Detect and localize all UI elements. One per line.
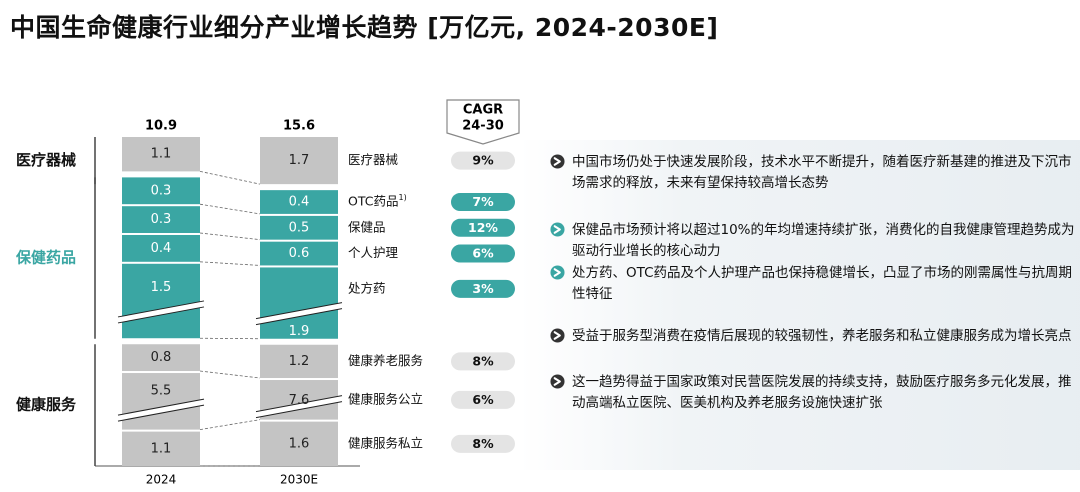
cagr-value: 12% <box>468 220 498 235</box>
bullet-text: 受益于服务型消费在疫情后展现的较强韧性，养老服务和私立健康服务成为增长亮点 <box>572 328 1072 344</box>
cagr-pill <box>451 151 515 170</box>
bar-segment <box>260 421 338 466</box>
series-label: 健康服务公立 <box>348 391 423 406</box>
cagr-pill <box>451 279 515 298</box>
bar-segment <box>122 263 200 339</box>
data-label: 0.8 <box>151 350 172 365</box>
group-label: 保健药品 <box>15 249 76 267</box>
arrow-circle-icon <box>550 328 565 343</box>
break-line <box>117 300 205 318</box>
cagr-pill <box>451 218 515 237</box>
data-label: 1.1 <box>151 441 172 456</box>
bar-segment <box>122 234 200 262</box>
group-label: 医疗器械 <box>16 151 76 169</box>
connector-line <box>199 261 261 266</box>
cagr-pill <box>451 390 515 409</box>
bar-segment <box>260 137 338 185</box>
bar-segment <box>122 373 200 430</box>
cagr-pill <box>451 193 515 212</box>
group-label: 健康服务 <box>16 396 77 414</box>
break-line <box>255 401 343 419</box>
series-label: 保健品 <box>348 219 386 234</box>
cagr-value: 3% <box>472 281 494 296</box>
bullet-text: 这一趋势得益于国家政策对民营医院发展的持续支持，鼓励医疗服务多元化发展，推动高端… <box>572 374 1072 411</box>
cagr-value: 6% <box>472 246 494 261</box>
data-label: 5.5 <box>151 384 172 399</box>
break-line <box>255 395 343 413</box>
data-label: 0.3 <box>151 183 172 198</box>
bar-segment <box>122 137 200 172</box>
connector-line <box>199 232 261 241</box>
data-label: 0.4 <box>151 241 172 256</box>
cagr-value: 8% <box>472 353 494 368</box>
data-label: 7.6 <box>289 393 310 408</box>
break-line <box>117 404 205 422</box>
arrow-circle-icon <box>550 222 565 237</box>
bar-segment <box>260 190 338 214</box>
series-label: 处方药 <box>348 280 386 295</box>
connector-line <box>199 419 261 431</box>
cagr-header-line2: 24-30 <box>462 119 504 134</box>
series-label: 健康养老服务 <box>348 353 423 368</box>
arrow-circle-icon <box>550 374 565 389</box>
data-label: 0.6 <box>289 246 310 261</box>
connector-line <box>199 370 261 379</box>
connector-line <box>199 203 261 215</box>
connector-line <box>199 337 261 340</box>
data-label: 1.9 <box>289 324 310 339</box>
data-label: 1.7 <box>289 153 310 168</box>
cagr-pill <box>451 352 515 371</box>
break-mark <box>256 302 342 325</box>
series-label: 医疗器械 <box>348 152 399 167</box>
data-label: 1.6 <box>289 436 310 451</box>
background-fade <box>520 140 1080 470</box>
cagr-header-shape <box>446 99 520 145</box>
bar-segment <box>260 344 338 379</box>
bar-segment <box>260 215 338 240</box>
cagr-pill <box>451 434 515 453</box>
break-mark <box>118 399 204 422</box>
bar-segment <box>122 177 200 205</box>
total-label: 10.9 <box>145 119 177 134</box>
connector-line <box>199 171 261 185</box>
data-label: 0.4 <box>289 195 310 210</box>
cagr-value: 8% <box>472 436 494 451</box>
data-label: 1.1 <box>151 147 172 162</box>
arrow-circle-icon <box>550 154 565 169</box>
break-line <box>255 302 343 320</box>
break-line <box>255 308 343 326</box>
break-line <box>117 306 205 324</box>
bar-segment <box>122 206 200 233</box>
data-label: 0.5 <box>289 220 310 235</box>
category-label: 2024 <box>146 473 177 487</box>
arrow-circle-icon <box>550 265 565 280</box>
bullet-text: 处方药、OTC药品及个人护理产品也保持稳健增长，凸显了市场的刚需属性与抗周期性特… <box>572 265 1073 302</box>
total-label: 15.6 <box>283 119 315 134</box>
break-mark <box>118 300 204 323</box>
bullet-text: 中国市场仍处于快速发展阶段，技术水平不断提升，随着医疗新基建的推进及下沉市场需求… <box>572 154 1072 191</box>
cagr-value: 9% <box>472 153 494 168</box>
break-mark <box>256 395 342 418</box>
series-label: 健康服务私立 <box>348 435 423 450</box>
cagr-value: 7% <box>472 194 494 209</box>
bar-segment <box>122 344 200 372</box>
bullet-text: 保健品市场预计将以超过10%的年均增速持续扩张，消费化的自我健康管理趋势成为驱动… <box>572 222 1075 259</box>
data-label: 1.2 <box>289 354 310 369</box>
cagr-value: 6% <box>472 392 494 407</box>
cagr-pill <box>451 244 515 263</box>
bar-segment <box>260 267 338 339</box>
category-label: 2030E <box>280 473 318 487</box>
cagr-header-line1: CAGR <box>463 103 503 118</box>
bar-segment <box>260 241 338 266</box>
data-label: 1.5 <box>151 280 172 295</box>
data-label: 0.3 <box>151 212 172 227</box>
series-label: OTC药品1) <box>348 193 407 209</box>
bar-segment <box>122 431 200 466</box>
series-label: 个人护理 <box>348 245 399 260</box>
break-line <box>117 398 205 416</box>
page-title: 中国生命健康行业细分产业增长趋势 [万亿元, 2024-2030E] <box>10 13 719 42</box>
